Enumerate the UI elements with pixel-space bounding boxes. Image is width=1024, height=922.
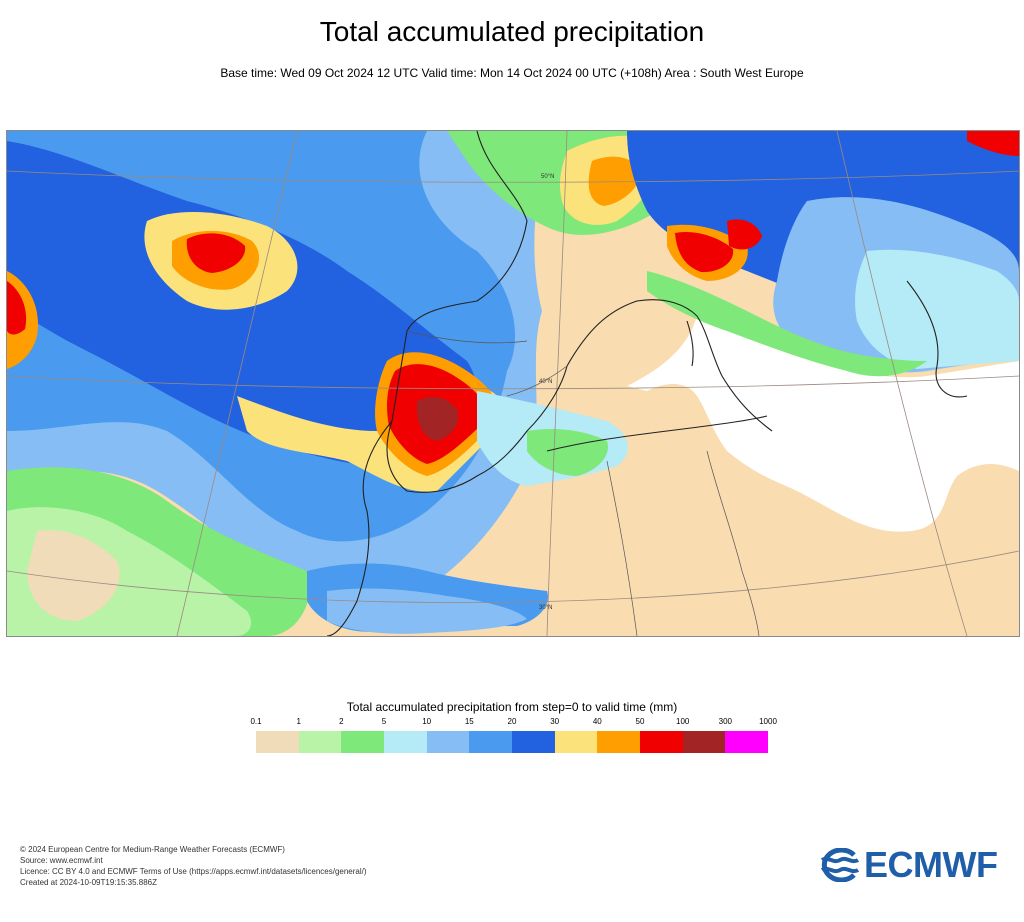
lat-label-30: 30°N bbox=[539, 605, 552, 611]
legend-tick: 20 bbox=[507, 717, 517, 726]
legend-tick: 0.1 bbox=[250, 717, 262, 726]
legend-title: Total accumulated precipitation from ste… bbox=[346, 700, 678, 714]
legend-tick: 30 bbox=[550, 717, 560, 726]
legend-tick: 1 bbox=[296, 717, 301, 726]
precip-field bbox=[7, 131, 1019, 636]
legend-color-cell bbox=[512, 731, 555, 753]
legend-tick: 1000 bbox=[759, 717, 777, 726]
legend-color-cell bbox=[682, 731, 726, 753]
legend-tick: 300 bbox=[718, 717, 732, 726]
legend-tick: 100 bbox=[676, 717, 690, 726]
lat-label-40: 40°N bbox=[539, 379, 552, 385]
legend-color-cell bbox=[341, 731, 385, 753]
footer-source: Source: www.ecmwf.int bbox=[20, 856, 103, 865]
ecmwf-logo-mark-icon bbox=[820, 848, 860, 882]
legend-tick: 5 bbox=[381, 717, 387, 726]
map-canvas: 50°N 40°N 30°N bbox=[7, 131, 1019, 636]
legend-ticks: 0.1 1 2 5 10 15 20 30 40 50 100 300 1000 bbox=[0, 717, 1024, 729]
legend-color-cell bbox=[298, 731, 342, 753]
borders bbox=[406, 330, 760, 636]
legend-color-cell bbox=[640, 731, 683, 753]
legend-tick: 40 bbox=[592, 717, 602, 726]
lat-label-50: 50°N bbox=[541, 174, 554, 180]
legend-color-cell bbox=[426, 731, 470, 753]
chart-subtitle: Base time: Wed 09 Oct 2024 12 UTC Valid … bbox=[220, 66, 804, 80]
legend-color-cell bbox=[256, 731, 299, 753]
footer-created: Created at 2024-10-09T19:15:35.886Z bbox=[20, 878, 157, 887]
graticule bbox=[7, 131, 1019, 636]
ecmwf-logo-text: ECMWF bbox=[864, 844, 998, 885]
legend-colorbar bbox=[256, 731, 769, 753]
legend-color-cell bbox=[725, 731, 769, 753]
footer-licence: Licence: CC BY 4.0 and ECMWF Terms of Us… bbox=[20, 867, 367, 876]
footer-credits: © 2024 European Centre for Medium-Range … bbox=[20, 844, 367, 888]
legend-tick: 15 bbox=[464, 717, 474, 726]
legend-color-cell bbox=[554, 731, 598, 753]
precipitation-map[interactable]: 50°N 40°N 30°N bbox=[6, 130, 1020, 637]
mediterranean-sea bbox=[627, 316, 1019, 532]
legend-color-cell bbox=[597, 731, 641, 753]
legend-tick: 2 bbox=[339, 717, 344, 726]
legend-color-cell bbox=[469, 731, 513, 753]
legend-color-cell bbox=[384, 731, 427, 753]
legend-tick: 50 bbox=[635, 717, 645, 726]
chart-title: Total accumulated precipitation bbox=[319, 16, 705, 47]
ecmwf-logo: ECMWF bbox=[814, 844, 1010, 885]
coastlines bbox=[326, 131, 968, 636]
legend-tick: 10 bbox=[422, 717, 432, 726]
footer-copyright: © 2024 European Centre for Medium-Range … bbox=[20, 845, 285, 854]
